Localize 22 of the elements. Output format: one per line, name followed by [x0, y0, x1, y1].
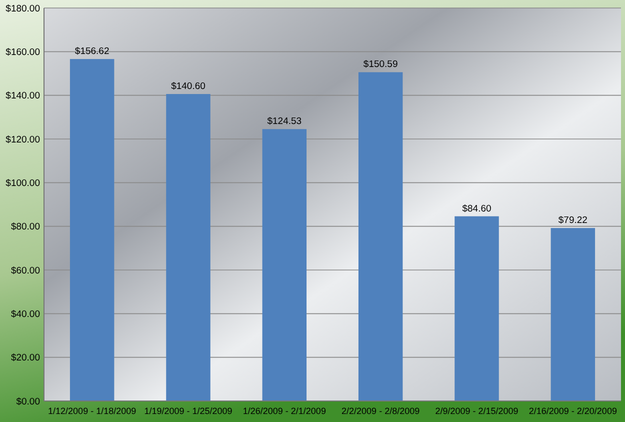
x-tick-label: 1/26/2009 - 2/1/2009	[242, 406, 326, 416]
y-tick-label: $100.00	[6, 178, 40, 189]
y-tick-label: $180.00	[6, 3, 40, 14]
x-tick-label: 1/12/2009 - 1/18/2009	[48, 406, 136, 416]
y-tick-label: $40.00	[10, 308, 40, 320]
y-tick-label: $140.00	[6, 90, 40, 102]
data-label: $150.59	[363, 59, 398, 70]
data-label: $124.53	[267, 116, 302, 128]
y-tick-label: $80.00	[10, 222, 40, 233]
data-label: $156.62	[74, 46, 110, 58]
y-tick-label: $0.00	[16, 396, 40, 408]
data-label: $79.22	[558, 215, 588, 226]
x-tick-label: 2/16/2009 - 2/20/2009	[528, 406, 617, 416]
y-tick-label: $120.00	[6, 134, 40, 146]
x-tick-label: 2/2/2009 - 2/8/2009	[342, 406, 420, 416]
x-tick-label: 1/19/2009 - 1/25/2009	[144, 406, 232, 416]
y-tick-label: $160.00	[6, 46, 40, 58]
data-label: $84.60	[462, 203, 492, 214]
x-tick-label: 2/9/2009 - 2/15/2009	[435, 406, 518, 416]
y-tick-label: $20.00	[10, 352, 40, 364]
y-tick-label: $60.00	[10, 265, 40, 276]
data-label: $140.60	[171, 81, 206, 92]
